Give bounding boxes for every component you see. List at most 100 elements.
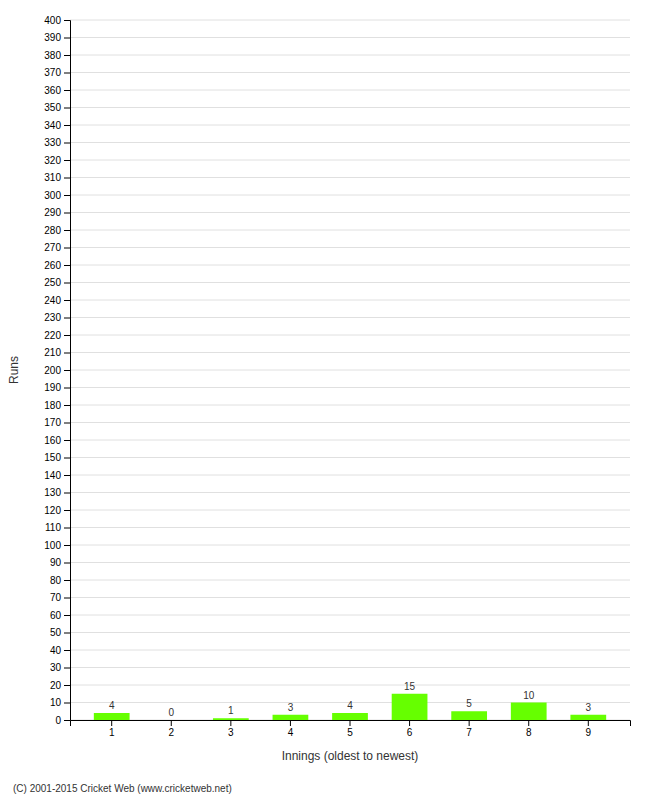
y-tick-label: 210 [44,347,61,358]
y-tick: 190 [44,382,70,393]
y-tick: 150 [44,452,70,463]
y-tick: 320 [44,155,70,166]
y-tick-mark [64,300,70,301]
y-tick-label: 160 [44,435,61,446]
y-tick-mark [64,720,70,721]
y-tick-label: 230 [44,312,61,323]
bar [392,694,428,720]
y-tick-mark [64,20,70,21]
y-tick: 170 [44,417,70,428]
x-tick-mark [469,720,470,726]
y-tick: 330 [44,137,70,148]
bar [332,713,368,720]
y-tick-label: 180 [44,400,61,411]
y-tick-mark [64,265,70,266]
grid-line [70,422,630,423]
grid [70,20,630,720]
grid-line [70,545,630,546]
data-label: 3 [288,702,294,713]
grid-line [70,107,630,108]
bar [213,718,249,720]
grid-line [70,352,630,353]
y-tick: 340 [44,120,70,131]
grid-line [70,90,630,91]
y-tick: 80 [50,575,70,586]
y-tick-mark [64,108,70,109]
chart: 4013415510301020304050607080901001101201… [0,0,650,800]
grid-line [70,317,630,318]
x-tick: 9 [586,720,592,738]
y-tick: 130 [44,487,70,498]
y-tick-mark [64,510,70,511]
x-tick: 4 [288,720,294,738]
y-tick-mark [64,388,70,389]
grid-line [70,650,630,651]
y-tick-label: 10 [50,697,62,708]
grid-line [70,265,630,266]
y-tick-mark [64,90,70,91]
grid-line [70,177,630,178]
y-tick-mark [64,125,70,126]
data-labels: 40134155103 [109,681,592,718]
y-tick: 110 [45,522,70,533]
y-tick-mark [64,370,70,371]
y-tick-mark [64,353,70,354]
y-tick-mark [64,703,70,704]
y-tick: 70 [50,592,70,603]
y-tick-mark [64,230,70,231]
grid-line [70,142,630,143]
y-tick-label: 170 [44,417,61,428]
x-tick-label: 7 [466,727,472,738]
grid-line [70,387,630,388]
grid-line [70,282,630,283]
y-tick-mark [64,685,70,686]
x-tick: 7 [466,720,472,738]
y-tick-mark [64,178,70,179]
grid-line [70,125,630,126]
y-tick-label: 300 [44,190,61,201]
grid-line [70,72,630,73]
grid-line [70,212,630,213]
y-tick-label: 190 [44,382,61,393]
y-tick-label: 280 [44,225,61,236]
grid-line [70,597,630,598]
y-tick-label: 390 [44,32,61,43]
grid-line [70,562,630,563]
bar [570,715,606,720]
y-tick-mark [64,615,70,616]
y-tick-label: 340 [44,120,61,131]
grid-line [70,405,630,406]
y-tick-label: 80 [50,575,62,586]
y-tick-label: 320 [44,155,61,166]
x-tick-label: 4 [288,727,294,738]
y-tick: 210 [44,347,70,358]
data-label: 5 [466,698,472,709]
y-tick: 220 [44,330,70,341]
x-tick: 2 [168,720,174,738]
grid-line [70,230,630,231]
y-tick-mark [64,160,70,161]
y-tick-mark [64,73,70,74]
y-tick-mark [64,335,70,336]
grid-line [70,580,630,581]
bar [153,720,189,721]
y-tick-mark [64,475,70,476]
y-tick-mark [64,458,70,459]
x-tick-mark [111,720,112,726]
grid-line [70,510,630,511]
grid-line [70,370,630,371]
data-label: 4 [109,700,115,711]
y-tick: 100 [44,540,70,551]
y-tick-mark [64,545,70,546]
x-axis-line [71,721,631,727]
y-tick: 400 [44,15,70,26]
y-tick: 280 [44,225,70,236]
grid-line [70,300,630,301]
y-tick: 60 [50,610,70,621]
grid-line [70,475,630,476]
grid-line [70,55,630,56]
grid-line [70,20,630,21]
y-tick: 230 [44,312,70,323]
y-tick: 350 [44,102,70,113]
y-tick-mark [64,580,70,581]
